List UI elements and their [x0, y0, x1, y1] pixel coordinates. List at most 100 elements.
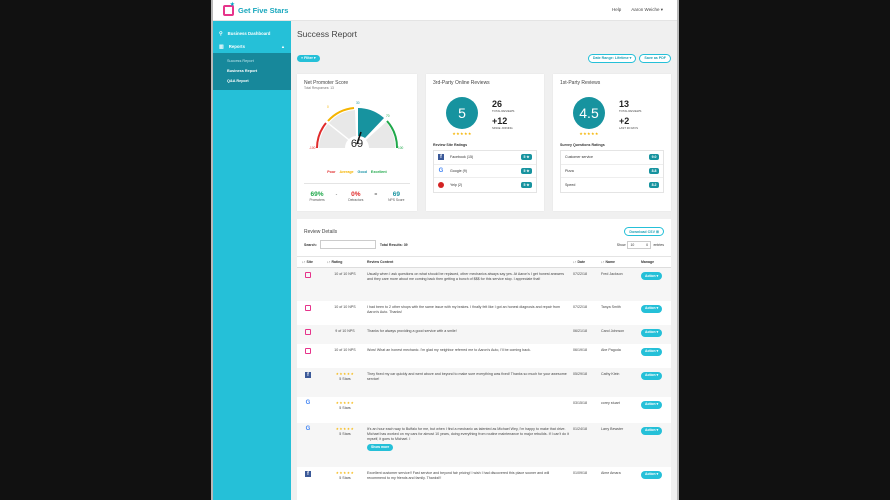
- rating-cell: ★★★★★ 5 Stars: [325, 467, 365, 497]
- nps-gauge: -100 0 30 70 100 69: [304, 90, 410, 168]
- logo-icon: [223, 1, 235, 16]
- rating-text: 10 of 10 NPS: [334, 347, 356, 352]
- action-dropdown-button[interactable]: Action ▾: [641, 426, 663, 435]
- review-content-cell: Excellent customer service!! Fast servic…: [365, 467, 571, 497]
- delta-label: SINCE JOINING: [492, 125, 513, 130]
- reviews-delta: +2: [619, 115, 630, 126]
- legend-average: Average: [339, 170, 354, 174]
- rating-text: 10 of 10 NPS: [334, 272, 356, 276]
- table-row: G ★★★★★ 5 Stars 03/15/18 corey stuart Action …: [297, 397, 671, 423]
- date-cell: 07/22/18: [571, 267, 599, 301]
- gfs-icon: [305, 304, 311, 311]
- rating-circle: 5: [446, 97, 478, 129]
- sidebar: ⚲ Business Dashboard ▥ Reports ▲ Success Re…: [213, 21, 291, 500]
- search-input[interactable]: [319, 240, 376, 249]
- review-content-cell: Wow! What an honest mechanic. I'm glad m…: [365, 344, 571, 368]
- sidebar-subitem-business-report[interactable]: Business Report: [227, 69, 258, 73]
- site-cell: G: [297, 397, 325, 423]
- filter-button[interactable]: ≡ Filter ▾: [297, 54, 320, 62]
- star-rating: ★★★★★: [335, 371, 355, 376]
- rating-text: 5 Stars: [339, 475, 351, 480]
- date-cell: 01/09/18: [573, 470, 587, 475]
- col-review-content: Review Content: [365, 256, 571, 268]
- survey-ratings-list: Customer service 9.0 Pizza 8.8 Speed 8.2: [560, 150, 664, 193]
- col-name[interactable]: ↓↑ Name: [599, 256, 639, 268]
- download-csv-button[interactable]: Download CSV ⊞: [624, 227, 664, 236]
- card-title: Net Promoter Score: [304, 80, 349, 86]
- yelp-icon: [438, 181, 444, 188]
- logo[interactable]: Get Five Stars: [223, 1, 289, 16]
- total-reviews-label: TOTAL REVIEWS: [619, 108, 642, 113]
- entries-value: 10: [630, 242, 635, 247]
- gfs-icon: [305, 328, 311, 335]
- promoters-label: Promoters: [309, 198, 325, 202]
- user-menu[interactable]: Aaron Weiche ▾: [631, 7, 663, 13]
- total-reviews: 13: [619, 98, 630, 109]
- gfs-icon: [305, 272, 311, 278]
- manage-cell: Action ▾: [639, 324, 671, 344]
- question-rating: Pizza 8.8: [561, 165, 663, 178]
- site-rating-yelp: Yelp (2) 5 ★: [434, 178, 536, 192]
- star-rating: ★★★★★: [335, 470, 355, 475]
- facebook-icon: f: [305, 470, 311, 477]
- main-content: Success Report ≡ Filter ▾ Date Range: Li…: [291, 21, 677, 500]
- site-cell: [297, 324, 325, 344]
- question-name: Pizza: [565, 168, 574, 173]
- bar-chart-icon: ▥: [219, 43, 224, 50]
- table-row: 10 of 10 NPS Usually when I ask questions…: [297, 267, 671, 301]
- show-more-button[interactable]: Show more: [367, 443, 394, 452]
- site-name: Facebook (15): [450, 155, 474, 160]
- action-dropdown-button[interactable]: Action ▾: [641, 272, 663, 281]
- logo-text: Get Five Stars: [238, 5, 289, 15]
- col-rating[interactable]: ↓↑ Rating: [325, 256, 365, 268]
- sidebar-item-business-dashboard[interactable]: ⚲ Business Dashboard: [213, 27, 291, 40]
- action-dropdown-button[interactable]: Action ▾: [641, 371, 663, 380]
- rating-cell: ★★★★★ 5 Stars: [325, 397, 365, 423]
- name-cell: Fred Jackson: [599, 267, 639, 301]
- help-link[interactable]: Help: [612, 7, 622, 12]
- review-text: They fixed my car quickly and went above…: [367, 371, 567, 381]
- star-rating: ★★★★★: [335, 400, 355, 405]
- question-name: Customer service: [565, 155, 593, 160]
- delta-label: LAST 30 DAYS: [619, 125, 639, 130]
- date-cell: 07/22/18: [573, 304, 587, 309]
- site-cell: [297, 301, 325, 325]
- site-cell: f: [297, 367, 325, 397]
- sidebar-item-label: Business Dashboard: [227, 31, 271, 36]
- card-title: 1st-Party Reviews: [560, 80, 601, 86]
- col-site[interactable]: ↓↑ Site: [297, 256, 325, 268]
- map-pin-icon: ⚲: [219, 30, 223, 37]
- rating-badge: 5 ★: [520, 167, 532, 174]
- entries-select[interactable]: 10 ⇕: [627, 240, 652, 249]
- rating-circle: 4.5: [573, 97, 605, 129]
- manage-cell: Action ▾: [639, 422, 671, 467]
- app-window: Get Five Stars Help Aaron Weiche ▾ ⚲ Busi…: [211, 0, 679, 500]
- manage-cell: Action ▾: [639, 367, 671, 397]
- review-text: Excellent customer service!! Fast servic…: [367, 470, 550, 480]
- action-dropdown-button[interactable]: Action ▾: [641, 304, 663, 313]
- col-date[interactable]: ↓↑ Date: [571, 256, 599, 268]
- action-dropdown-button[interactable]: Action ▾: [641, 470, 663, 479]
- sidebar-subitem-success-report[interactable]: Success Report: [227, 59, 254, 63]
- review-content-cell: Thanks for always providing a good servi…: [365, 324, 571, 344]
- action-dropdown-button[interactable]: Action ▾: [641, 347, 663, 356]
- review-content-cell: It's an hour each way to Buffalo for me,…: [365, 422, 571, 467]
- chevron-up-icon: ▲: [281, 44, 285, 49]
- review-details-panel: Review Details Download CSV ⊞ Search: To…: [297, 219, 671, 500]
- action-dropdown-button[interactable]: Action ▾: [641, 328, 663, 337]
- sidebar-item-reports[interactable]: ▥ Reports ▲: [213, 40, 291, 53]
- sidebar-subitem-qa-report[interactable]: Q&A Report: [227, 79, 249, 83]
- section-label: Survey Questions Ratings: [560, 143, 605, 147]
- equals-sign: =: [374, 192, 378, 198]
- question-rating: Speed 8.2: [561, 178, 663, 192]
- tick-label: -100: [309, 146, 316, 150]
- name-cell: Cathy Klein: [599, 367, 639, 397]
- site-name: Yelp (2): [450, 182, 463, 187]
- entries-label: entries: [653, 242, 664, 247]
- rating-cell: ★★★★★ 5 Stars: [325, 422, 365, 467]
- action-dropdown-button[interactable]: Action ▾: [641, 400, 663, 409]
- table-row: G ★★★★★ 5 Stars It's an hour each way to Bu…: [297, 422, 671, 467]
- date-range-dropdown[interactable]: Date Range: Lifetime ▾: [587, 53, 637, 63]
- manage-cell: Action ▾: [639, 467, 671, 497]
- save-pdf-button[interactable]: Save as PDF: [639, 53, 671, 63]
